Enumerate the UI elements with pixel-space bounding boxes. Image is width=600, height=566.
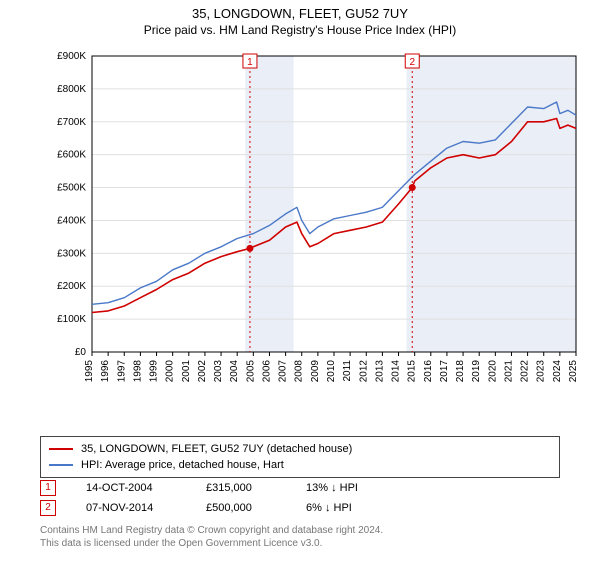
svg-text:2009: 2009: [310, 360, 321, 383]
table-row: 1 14-OCT-2004 £315,000 13% ↓ HPI: [40, 478, 560, 498]
svg-text:1996: 1996: [100, 360, 111, 383]
svg-text:£600K: £600K: [57, 150, 86, 161]
sale-date: 07-NOV-2014: [86, 502, 186, 514]
footer: Contains HM Land Registry data © Crown c…: [40, 524, 560, 550]
price-chart: £0 £100K £200K £300K £400K £500K £600K £700K £80…: [50, 52, 580, 392]
svg-text:£900K: £900K: [57, 52, 86, 62]
footer-line: This data is licensed under the Open Gov…: [40, 537, 560, 550]
svg-text:2007: 2007: [278, 360, 289, 383]
legend-item: HPI: Average price, detached house, Hart: [49, 457, 551, 473]
svg-text:2015: 2015: [407, 360, 418, 383]
svg-text:£700K: £700K: [57, 117, 86, 128]
page-subtitle: Price paid vs. HM Land Registry's House …: [0, 23, 600, 37]
svg-text:2016: 2016: [423, 360, 434, 383]
svg-text:2025: 2025: [568, 360, 579, 383]
svg-text:2008: 2008: [294, 360, 305, 383]
svg-text:2021: 2021: [503, 360, 514, 383]
legend-label: 35, LONGDOWN, FLEET, GU52 7UY (detached …: [81, 443, 352, 455]
legend-label: HPI: Average price, detached house, Hart: [81, 459, 284, 471]
sale-marker-icon: 1: [40, 480, 56, 496]
svg-text:£0: £0: [75, 347, 87, 358]
svg-text:2023: 2023: [536, 360, 547, 383]
legend-swatch: [49, 448, 73, 450]
sale-delta: 6% ↓ HPI: [306, 502, 406, 514]
svg-text:2004: 2004: [229, 360, 240, 383]
sales-table: 1 14-OCT-2004 £315,000 13% ↓ HPI 2 07-NO…: [40, 478, 560, 518]
footer-line: Contains HM Land Registry data © Crown c…: [40, 524, 560, 537]
svg-text:£400K: £400K: [57, 215, 86, 226]
legend: 35, LONGDOWN, FLEET, GU52 7UY (detached …: [40, 436, 560, 478]
svg-text:2002: 2002: [197, 360, 208, 383]
svg-text:2: 2: [409, 57, 415, 68]
svg-text:2022: 2022: [520, 360, 531, 383]
svg-text:1: 1: [247, 57, 253, 68]
sale-price: £500,000: [206, 502, 286, 514]
svg-text:2011: 2011: [342, 360, 353, 382]
sale-marker-icon: 2: [40, 500, 56, 516]
svg-text:2000: 2000: [165, 360, 176, 383]
svg-text:1995: 1995: [84, 360, 95, 383]
sale-price: £315,000: [206, 482, 286, 494]
svg-text:£200K: £200K: [57, 281, 86, 292]
svg-text:£300K: £300K: [57, 248, 86, 259]
svg-text:2018: 2018: [455, 360, 466, 383]
svg-text:2013: 2013: [374, 360, 385, 383]
svg-text:2019: 2019: [471, 360, 482, 383]
svg-text:2017: 2017: [439, 360, 450, 383]
svg-text:2012: 2012: [358, 360, 369, 383]
table-row: 2 07-NOV-2014 £500,000 6% ↓ HPI: [40, 498, 560, 518]
svg-text:2005: 2005: [245, 360, 256, 383]
svg-text:1998: 1998: [132, 360, 143, 383]
svg-text:1997: 1997: [116, 360, 127, 383]
svg-text:1999: 1999: [149, 360, 160, 383]
svg-text:2001: 2001: [181, 360, 192, 383]
sale-date: 14-OCT-2004: [86, 482, 186, 494]
svg-text:2003: 2003: [213, 360, 224, 383]
legend-item: 35, LONGDOWN, FLEET, GU52 7UY (detached …: [49, 441, 551, 457]
svg-text:2024: 2024: [552, 360, 563, 383]
sale-delta: 13% ↓ HPI: [306, 482, 406, 494]
svg-text:£100K: £100K: [57, 314, 86, 325]
svg-text:2010: 2010: [326, 360, 337, 383]
legend-swatch: [49, 464, 73, 466]
svg-text:2020: 2020: [487, 360, 498, 383]
svg-text:2006: 2006: [261, 360, 272, 383]
svg-text:£500K: £500K: [57, 183, 86, 194]
svg-text:2014: 2014: [391, 360, 402, 383]
svg-text:£800K: £800K: [57, 84, 86, 95]
page-title: 35, LONGDOWN, FLEET, GU52 7UY: [0, 6, 600, 21]
